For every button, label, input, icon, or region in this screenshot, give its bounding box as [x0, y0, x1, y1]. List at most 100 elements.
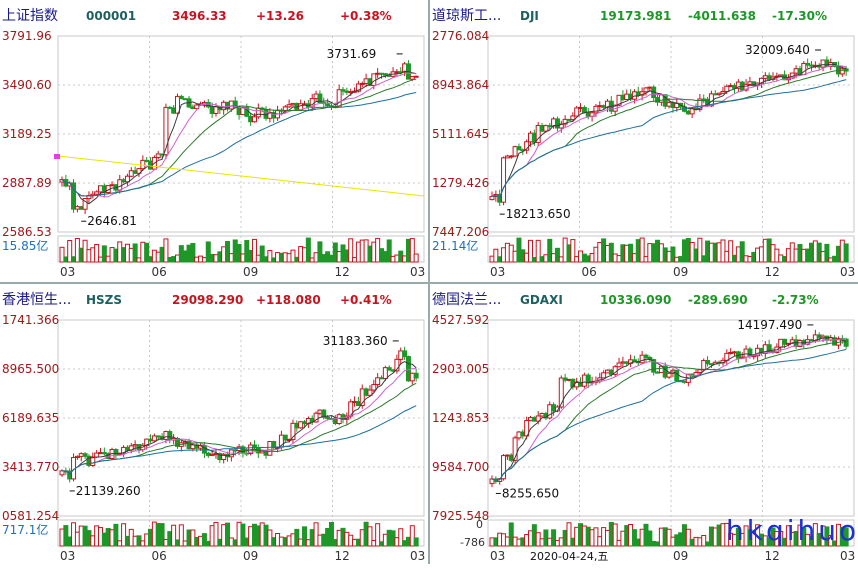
- volume-bar: [67, 240, 73, 263]
- candle-body: [286, 104, 292, 108]
- candle-body: [90, 456, 96, 466]
- time-axis-tick-label: 06: [582, 265, 597, 279]
- ma20-line: [61, 78, 417, 197]
- macd-min-label: -786: [460, 536, 485, 549]
- candle-body: [325, 416, 331, 419]
- candle-body: [82, 198, 88, 210]
- volume-bar: [701, 535, 707, 547]
- candle-body: [643, 87, 649, 93]
- volume-bar: [843, 243, 849, 263]
- index-code: GDAXI: [520, 293, 563, 307]
- volume-bar: [348, 238, 354, 263]
- price-axis-tick-label: 6189.635: [2, 411, 59, 425]
- candle-body: [662, 94, 668, 107]
- candle-body: [674, 369, 680, 382]
- volume-bar: [386, 239, 392, 263]
- price-axis-tick-label: 5111.645: [432, 127, 489, 141]
- index-change-percent: -2.73%: [772, 293, 819, 307]
- volume-bar: [409, 525, 415, 547]
- ma60-line: [61, 92, 417, 197]
- index-change-percent: +0.38%: [340, 9, 392, 23]
- candle-body: [298, 421, 304, 429]
- time-axis-tick-label: 03: [490, 549, 505, 563]
- volume-bar: [843, 527, 849, 547]
- candle-body: [489, 195, 495, 201]
- candle-body: [371, 384, 377, 391]
- price-axis-tick-label: 2887.89: [2, 176, 52, 190]
- candle-body: [524, 420, 530, 437]
- volume-bar: [508, 522, 514, 547]
- volume-bar: [547, 238, 553, 263]
- volume-bar: [236, 243, 242, 263]
- candle-body: [101, 452, 107, 455]
- candle-body: [662, 365, 668, 378]
- candle-body: [94, 191, 100, 195]
- volume-bar: [267, 250, 273, 263]
- volume-bar: [328, 521, 334, 547]
- candle-body: [124, 175, 130, 183]
- candle-body: [581, 107, 587, 113]
- volume-bar: [302, 526, 308, 547]
- candle-body: [574, 107, 580, 117]
- candle-body: [355, 83, 361, 92]
- candle-body: [535, 124, 541, 143]
- time-axis-tick-label: 03: [840, 549, 855, 563]
- price-axis-tick-label: 1243.853: [432, 411, 489, 425]
- ma10-line: [61, 72, 417, 198]
- low-price-label: 8255.650: [502, 486, 559, 500]
- trend-line-marker: [54, 154, 60, 159]
- volume-bar: [251, 238, 257, 263]
- volume-bar: [670, 246, 676, 263]
- ma5-line: [491, 63, 847, 199]
- volume-bar: [225, 240, 231, 263]
- time-axis-tick-label: 12: [765, 549, 780, 563]
- candle-body: [348, 401, 354, 417]
- candle-body: [232, 100, 238, 108]
- volume-bar: [259, 245, 265, 263]
- chart-panel-gdaxi: 德国法兰... GDAXI 10336.090 -289.690 -2.73% 4527.…: [432, 292, 855, 563]
- candle-body: [282, 106, 288, 111]
- candle-body: [359, 388, 365, 407]
- ma5-line: [61, 361, 417, 475]
- index-price: 29098.290: [172, 293, 243, 307]
- candle-body: [501, 455, 507, 480]
- candle-body: [843, 338, 849, 347]
- volume-bar: [178, 524, 184, 547]
- candle-body: [593, 105, 599, 114]
- candle-body: [501, 157, 507, 203]
- candle-body: [178, 95, 184, 100]
- volume-bar: [113, 523, 119, 547]
- index-price: 19173.981: [600, 9, 671, 23]
- candle-body: [371, 73, 377, 86]
- volume-axis-label: 717.1亿: [2, 522, 48, 537]
- price-axis-tick-label: 3413.770: [2, 460, 59, 474]
- macd-zero-label: 0: [476, 518, 483, 531]
- volume-bar: [535, 239, 541, 263]
- price-axis-tick-label: 3791.96: [2, 29, 52, 43]
- volume-bar: [94, 244, 100, 263]
- index-code: 000001: [86, 9, 136, 23]
- candle-body: [562, 118, 568, 125]
- candle-body: [413, 75, 419, 78]
- volume-bar: [317, 241, 323, 263]
- candle-body: [570, 115, 576, 121]
- price-axis-tick-label: 1741.366: [2, 313, 59, 327]
- volume-bar: [225, 522, 231, 547]
- candle-body: [639, 354, 645, 364]
- candle-body: [174, 95, 180, 114]
- volume-bar: [551, 529, 557, 547]
- candle-body: [282, 434, 288, 441]
- candle-body: [113, 449, 119, 455]
- price-axis-tick-label: 8943.864: [432, 78, 489, 92]
- index-price: 10336.090: [600, 293, 671, 307]
- candle-body: [394, 358, 400, 372]
- ma5-line: [61, 70, 417, 205]
- candle-body: [666, 372, 672, 378]
- candle-body: [402, 350, 408, 358]
- volume-bar: [201, 533, 207, 547]
- volume-axis-label: 15.85亿: [2, 238, 48, 253]
- volume-axis-label: 21.14亿: [432, 238, 478, 253]
- ma60-line: [61, 405, 417, 475]
- candle-body: [82, 453, 88, 457]
- candle-body: [382, 73, 388, 76]
